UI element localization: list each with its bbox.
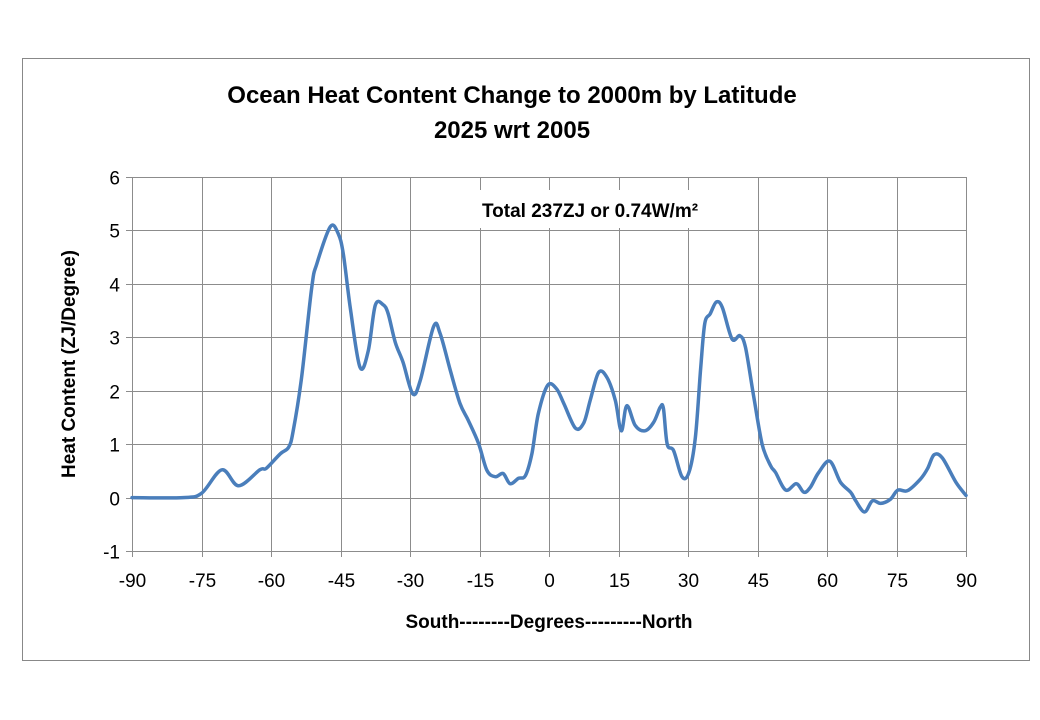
annotation-background <box>440 190 740 228</box>
y-tick-label: -1 <box>103 543 120 564</box>
x-tick-label: -15 <box>467 571 494 592</box>
series-line <box>130 223 968 514</box>
chart-title: Ocean Heat Content Change to 2000m by La… <box>227 82 796 109</box>
chart-frame <box>22 58 1030 661</box>
x-tick-label: 75 <box>887 571 908 592</box>
y-tick-label: 6 <box>109 169 120 190</box>
x-tick-label: -30 <box>397 571 424 592</box>
chart-subtitle: 2025 wrt 2005 <box>434 117 590 144</box>
x-tick-label: -45 <box>328 571 355 592</box>
x-tick-label: 15 <box>609 571 630 592</box>
x-tick-label: 90 <box>956 571 977 592</box>
annotation: Total 237ZJ or 0.74W/m² <box>482 201 698 222</box>
x-tick-label: 45 <box>748 571 769 592</box>
x-tick-label: -60 <box>258 571 285 592</box>
y-axis-label: Heat Content (ZJ/Degree) <box>59 250 80 478</box>
x-tick-label: -90 <box>119 571 146 592</box>
x-tick-label: -75 <box>189 571 216 592</box>
x-tick-label: 60 <box>817 571 838 592</box>
x-tick-label: 0 <box>544 571 555 592</box>
y-tick-label: 4 <box>109 276 120 297</box>
x-axis-label: South--------Degrees---------North <box>405 612 692 633</box>
y-tick-label: 0 <box>109 490 120 511</box>
x-tick-label: 30 <box>678 571 699 592</box>
y-tick-label: 5 <box>109 222 120 243</box>
y-tick-label: 1 <box>109 436 120 457</box>
y-tick-label: 3 <box>109 329 120 350</box>
y-tick-label: 2 <box>109 383 120 404</box>
